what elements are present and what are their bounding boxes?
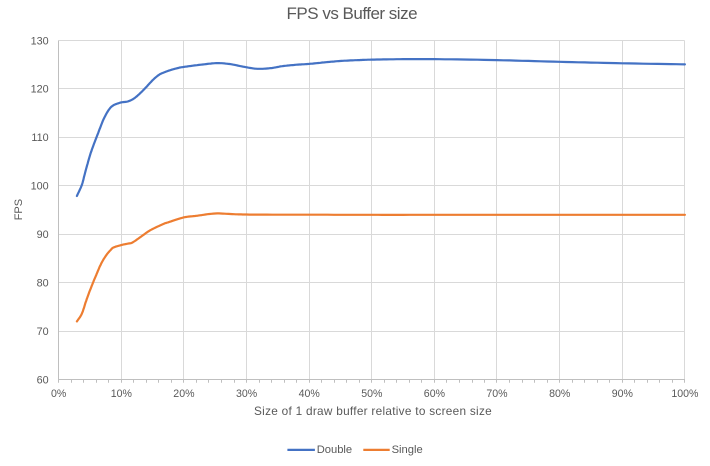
svg-text:110: 110 xyxy=(31,132,48,144)
svg-text:90%: 90% xyxy=(612,388,634,400)
svg-text:100%: 100% xyxy=(671,388,699,400)
svg-text:80: 80 xyxy=(37,277,49,289)
svg-text:60: 60 xyxy=(37,374,49,386)
svg-text:10%: 10% xyxy=(111,388,133,400)
svg-text:130: 130 xyxy=(31,35,49,47)
svg-text:20%: 20% xyxy=(173,388,195,400)
svg-text:120: 120 xyxy=(31,84,49,96)
svg-text:80%: 80% xyxy=(549,388,571,400)
svg-text:Double: Double xyxy=(317,444,352,456)
svg-text:70: 70 xyxy=(37,326,49,338)
svg-text:100: 100 xyxy=(31,181,49,193)
svg-text:FPS: FPS xyxy=(13,199,25,220)
svg-text:40%: 40% xyxy=(299,388,321,400)
svg-text:Single: Single xyxy=(392,444,423,456)
svg-text:70%: 70% xyxy=(486,388,508,400)
svg-text:50%: 50% xyxy=(361,388,383,400)
svg-text:0%: 0% xyxy=(51,388,67,400)
svg-text:90: 90 xyxy=(37,229,49,241)
svg-text:30%: 30% xyxy=(236,388,258,400)
svg-text:Size of 1 draw buffer relative: Size of 1 draw buffer relative to screen… xyxy=(254,404,492,418)
svg-text:FPS vs Buffer size: FPS vs Buffer size xyxy=(287,4,418,23)
svg-text:60%: 60% xyxy=(424,388,446,400)
